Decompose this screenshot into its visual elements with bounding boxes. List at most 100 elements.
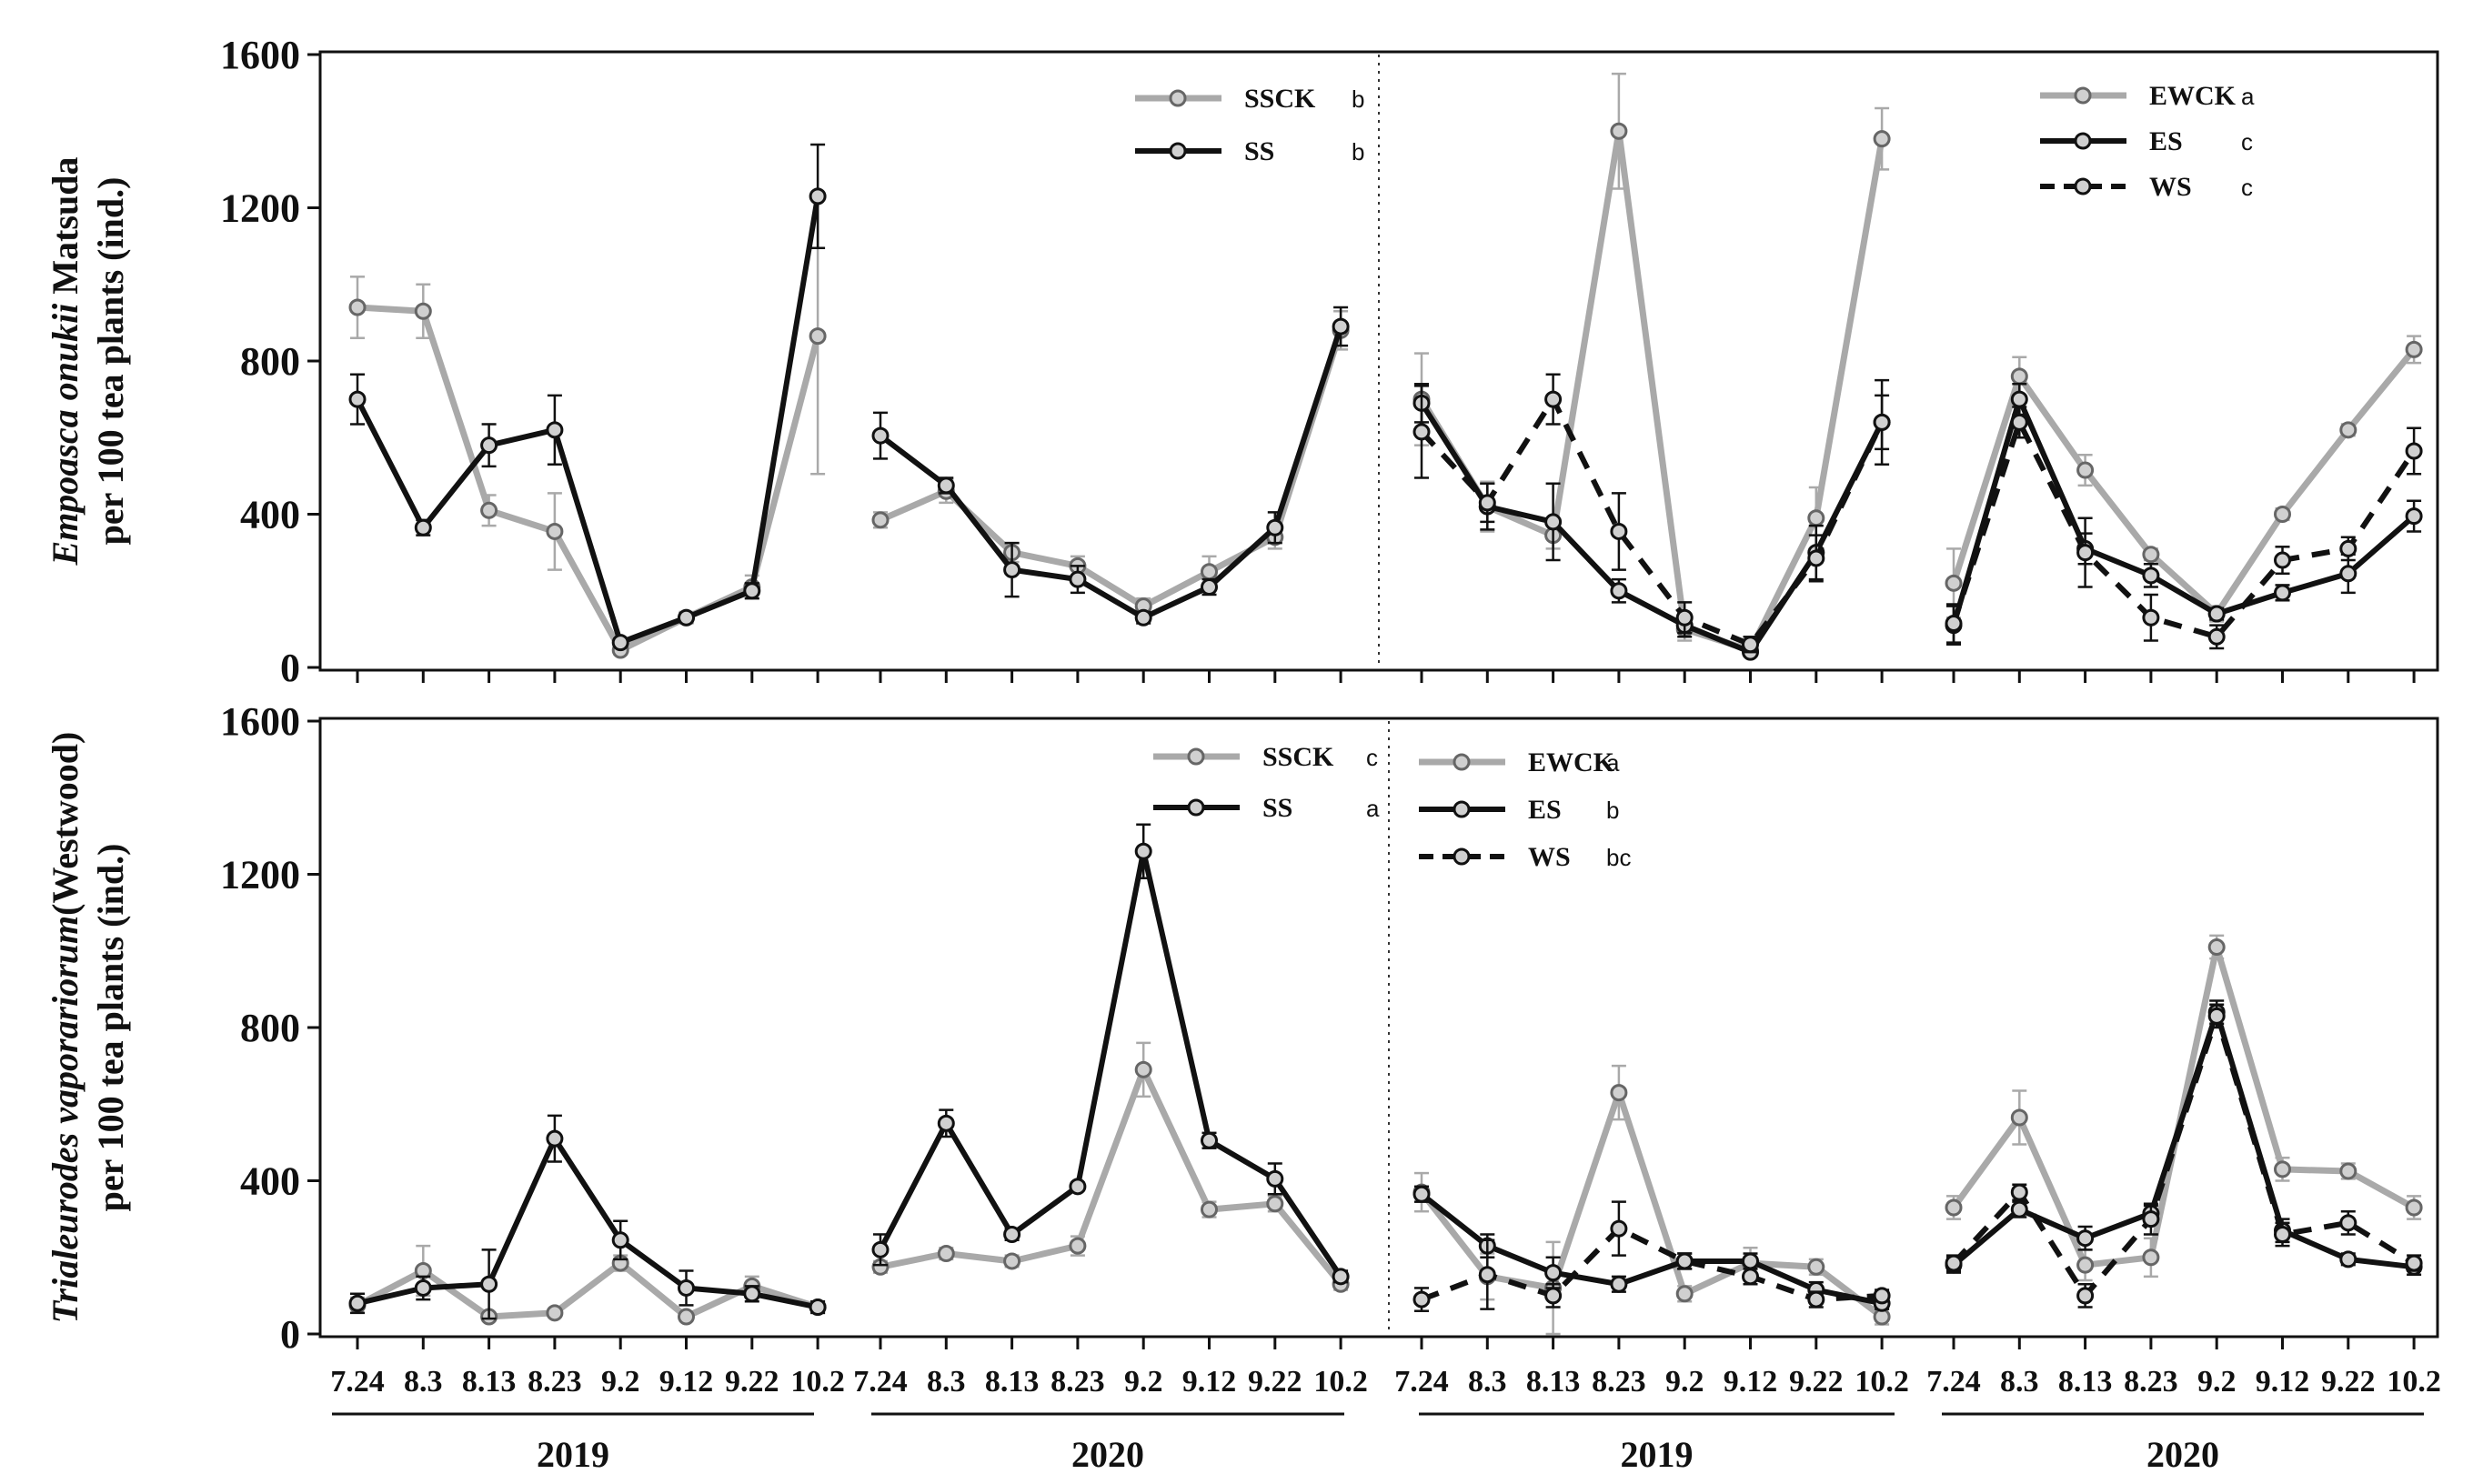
data-point-ss <box>809 1298 827 1317</box>
data-point-ws <box>2405 442 2423 460</box>
series-line-ssck <box>879 329 1344 610</box>
legend-significance-es: b <box>1606 797 1619 824</box>
data-point-ws <box>2142 608 2160 627</box>
data-point-ewck <box>1610 1084 1628 1102</box>
data-point-ss <box>546 421 564 439</box>
data-point-ssck <box>480 501 498 519</box>
legend-label-es: ES <box>1528 795 1562 825</box>
data-point-ss <box>1069 570 1087 588</box>
y-tick-label: 1600 <box>220 33 300 77</box>
data-point-ws <box>2010 1183 2028 1201</box>
x-tick-label: 9.12 <box>1182 1365 1237 1399</box>
y-tick-label: 1600 <box>220 699 300 744</box>
y-tick-label: 1200 <box>220 853 300 897</box>
data-point-ss <box>809 187 827 206</box>
x-tick-label: 9.22 <box>1789 1365 1844 1399</box>
data-point-ssck <box>678 1308 695 1326</box>
series-line-es <box>1952 1009 2415 1270</box>
data-point-ss <box>1069 1178 1087 1196</box>
legend-significance-ss: b <box>1352 138 1364 165</box>
data-point-ewck <box>2010 367 2028 386</box>
data-point-ewck <box>1610 122 1628 140</box>
data-point-ssck <box>1134 1060 1152 1078</box>
data-point-es <box>2076 1229 2095 1248</box>
data-point-ss <box>743 1285 761 1303</box>
data-point-ss <box>1266 1169 1284 1188</box>
y-tick-label: 0 <box>280 646 300 690</box>
data-point-es <box>2010 1200 2028 1218</box>
year-label: 2019 <box>537 1434 609 1475</box>
data-point-ss <box>480 436 498 455</box>
x-tick-label: 8.3 <box>927 1365 966 1399</box>
x-tick-label: 7.24 <box>330 1365 385 1399</box>
series-line-es <box>1420 1191 1883 1307</box>
data-point-ws <box>1742 636 1759 654</box>
data-point-ewck <box>2076 1256 2095 1274</box>
x-tick-label: 9.2 <box>2197 1365 2237 1399</box>
data-point-ws <box>2076 1287 2095 1305</box>
legend-marker-es <box>1453 800 1471 818</box>
x-tick-label: 9.12 <box>659 1365 714 1399</box>
legend-significance-ssck: c <box>1366 744 1378 771</box>
data-point-ewck <box>1807 1258 1825 1276</box>
data-point-ewck <box>2142 546 2160 564</box>
data-point-es <box>2339 565 2357 583</box>
legend-label-ws: WS <box>2149 172 2192 202</box>
legend-marker-ewck <box>1453 753 1471 771</box>
data-point-ss <box>1134 842 1152 860</box>
x-tick-label: 9.22 <box>2321 1365 2376 1399</box>
data-point-ewck <box>1945 574 1963 592</box>
legend-marker-ws <box>2074 177 2092 196</box>
x-tick-label: 8.3 <box>2000 1365 2039 1399</box>
data-point-ss <box>1201 578 1218 597</box>
legend-significance-ws: c <box>2241 174 2253 201</box>
data-point-ss <box>414 518 432 536</box>
legend-marker-ewck <box>2074 86 2092 105</box>
bottom-ylabel-line1: Trialeurodes vaporariorum(Westwood) <box>45 732 85 1324</box>
x-tick-label: 8.13 <box>2058 1365 2113 1399</box>
x-tick-label: 8.23 <box>1051 1365 1105 1399</box>
data-point-ws <box>1807 1290 1825 1309</box>
data-point-es <box>1610 582 1628 600</box>
data-point-ws <box>1945 615 1963 633</box>
series-line-ws <box>1951 419 2417 640</box>
x-tick-label: 9.12 <box>1724 1365 1778 1399</box>
series-line-ss <box>879 326 1343 621</box>
data-point-es <box>1544 1264 1563 1282</box>
data-point-ws <box>1945 1254 1963 1272</box>
legend-significance-es: c <box>2241 128 2253 155</box>
legend-significance-ss: a <box>1366 795 1380 822</box>
legend-marker-ws <box>1453 847 1471 866</box>
data-point-es <box>2010 390 2028 408</box>
legend-marker-ss <box>1169 142 1187 160</box>
data-point-ewck <box>1873 130 1891 148</box>
top-ylabel-line1: Empoasca onukii Matsuda <box>45 157 85 567</box>
data-point-ws <box>2405 1254 2423 1272</box>
y-tick-label: 400 <box>240 1159 300 1204</box>
data-point-ewck <box>1945 1198 1963 1217</box>
data-point-ws <box>2274 1225 2291 1243</box>
x-tick-label: 7.24 <box>853 1365 908 1399</box>
x-tick-label: 9.2 <box>1665 1365 1704 1399</box>
x-tick-label: 8.13 <box>985 1365 1040 1399</box>
data-point-es <box>1610 1275 1628 1293</box>
data-point-es <box>2405 507 2423 526</box>
data-point-ws <box>1675 1252 1694 1270</box>
data-point-es <box>2142 567 2160 585</box>
x-tick-label: 10.2 <box>1313 1365 1368 1399</box>
data-point-ss <box>546 1129 564 1148</box>
series-line-ssck <box>880 1066 1343 1287</box>
series-line-es <box>1419 401 1885 656</box>
data-point-ss <box>414 1278 432 1297</box>
data-point-ws <box>1610 522 1628 540</box>
data-point-ss <box>1332 1268 1350 1286</box>
data-point-ssck <box>871 511 890 529</box>
x-tick-label: 8.3 <box>404 1365 443 1399</box>
data-point-ewck <box>2076 461 2095 479</box>
data-point-ewck <box>2207 938 2226 957</box>
data-point-ss <box>611 634 629 652</box>
year-label: 2019 <box>1621 1434 1694 1475</box>
data-point-ss <box>937 476 955 495</box>
data-point-es <box>1544 513 1563 531</box>
series-line-ss <box>355 196 821 646</box>
